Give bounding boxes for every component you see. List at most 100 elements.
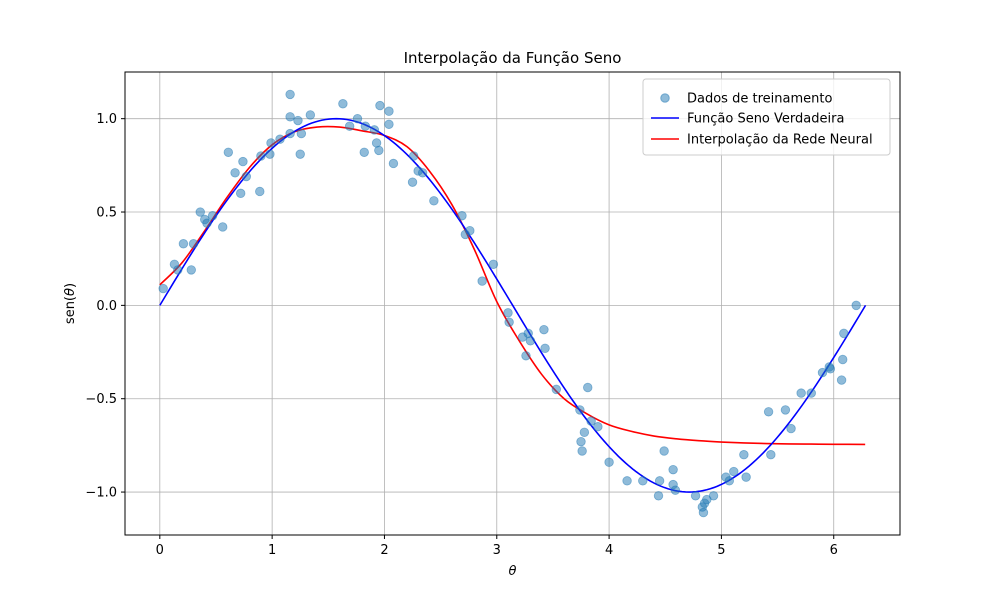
- y-tick-label-0: −1.0: [85, 486, 117, 501]
- plot-frame: [124, 71, 901, 536]
- legend: Dados de treinamento Função Seno Verdade…: [642, 78, 891, 156]
- scatter-point: [817, 367, 828, 378]
- scatter-point: [235, 188, 246, 199]
- scatter-point: [539, 324, 549, 335]
- scatter-point: [825, 364, 836, 374]
- x-tick-label-4: 4: [605, 543, 613, 558]
- scatter-point: [178, 239, 189, 249]
- y-ticks: −1.0 −0.5 0.0 0.5 1.0: [85, 112, 125, 501]
- scatter-point: [586, 416, 596, 426]
- y-axis-label: sen(θ): [63, 283, 78, 324]
- x-tick-label-2: 2: [380, 543, 388, 558]
- scatter-point: [690, 491, 701, 501]
- scatter-point: [285, 89, 295, 100]
- scatter-point: [593, 422, 603, 432]
- scatter-point: [158, 283, 168, 294]
- chart-title: Interpolação da Função Seno: [404, 49, 622, 67]
- x-tick-label-6: 6: [830, 543, 838, 558]
- y-axis-label-var: θ: [63, 288, 78, 296]
- scatter-point: [708, 491, 719, 501]
- x-tick-label-1: 1: [268, 543, 276, 558]
- scatter-point: [465, 225, 475, 236]
- scatter-point: [295, 149, 305, 159]
- scatter-point: [202, 218, 212, 228]
- scatter-point: [369, 125, 380, 135]
- scatter-point: [407, 177, 418, 187]
- scatter-point: [806, 388, 816, 398]
- scatter-point: [668, 464, 678, 475]
- x-tick-label-5: 5: [717, 543, 725, 558]
- scatter-point: [780, 405, 791, 415]
- y-tick-label-1: −0.5: [85, 392, 117, 407]
- scatter-point: [839, 328, 849, 339]
- x-tick-label-0: 0: [156, 543, 164, 558]
- y-tick-label-4: 1.0: [96, 112, 117, 127]
- scatter-point: [653, 491, 664, 501]
- scatter-point: [766, 450, 776, 460]
- scatter-point: [344, 121, 355, 131]
- legend-label-neural-net: Interpolação da Rede Neural: [687, 133, 873, 148]
- scatter-point: [360, 121, 371, 131]
- true-sine-line: [159, 117, 867, 493]
- scatter-point: [457, 211, 467, 221]
- scatter-point: [622, 476, 632, 486]
- scatter-point: [604, 457, 614, 467]
- scatter-point: [763, 407, 774, 417]
- scatter-point: [654, 476, 665, 486]
- scatter-point: [724, 476, 734, 486]
- neural-net-line-layer: [159, 125, 866, 446]
- x-ticks: 0 1 2 3 4 5 6: [156, 535, 838, 558]
- scatter-point: [429, 196, 439, 206]
- scatter-point: [521, 351, 531, 361]
- scatter-point: [375, 100, 385, 111]
- scatter-point: [796, 388, 806, 398]
- scatter-point: [188, 239, 199, 249]
- legend-marker-training-data: [660, 93, 670, 103]
- scatter-point: [504, 317, 514, 327]
- scatter-point: [576, 436, 586, 447]
- scatter-point: [739, 450, 749, 460]
- scatter-point: [374, 145, 384, 156]
- legend-label-true-sine: Função Seno Verdadeira: [687, 112, 844, 127]
- scatter-point: [293, 115, 303, 126]
- scatter-point: [285, 112, 295, 122]
- scatter-point: [359, 147, 369, 157]
- scatter-point: [851, 300, 861, 311]
- scatter-point: [575, 405, 585, 415]
- scatter-point: [577, 446, 587, 456]
- scatter-point: [659, 446, 669, 456]
- scatter-point: [384, 106, 394, 116]
- scatter-point: [218, 222, 228, 232]
- scatter-point: [729, 466, 739, 477]
- scatter-point: [741, 472, 751, 482]
- scatter-point: [698, 507, 709, 518]
- scatter-point: [223, 147, 234, 157]
- scatter-point: [230, 168, 240, 178]
- scatter-point: [583, 382, 593, 393]
- training-data-points: [158, 89, 861, 518]
- y-tick-label-3: 0.5: [96, 206, 117, 221]
- scatter-point: [352, 113, 363, 124]
- scatter-point: [195, 207, 205, 217]
- scatter-point: [488, 259, 499, 269]
- y-axis-label-prefix: sen(: [63, 296, 78, 324]
- scatter-point: [417, 168, 428, 178]
- scatter-point: [477, 276, 487, 286]
- scatter-point: [503, 308, 513, 318]
- legend-label-training-data: Dados de treinamento: [687, 92, 832, 107]
- scatter-point: [384, 119, 394, 129]
- scatter-point: [255, 186, 265, 197]
- scatter-point: [836, 375, 847, 385]
- legend-box: [642, 78, 891, 156]
- neural-net-line: [159, 125, 866, 446]
- x-tick-label-3: 3: [493, 543, 501, 558]
- scatter-point: [540, 343, 550, 354]
- scatter-point: [525, 336, 536, 346]
- scatter-point: [275, 134, 285, 144]
- scatter-point: [207, 211, 218, 221]
- true-sine-line-layer: [159, 117, 867, 493]
- scatter-point: [266, 138, 276, 148]
- scatter-point: [296, 128, 307, 139]
